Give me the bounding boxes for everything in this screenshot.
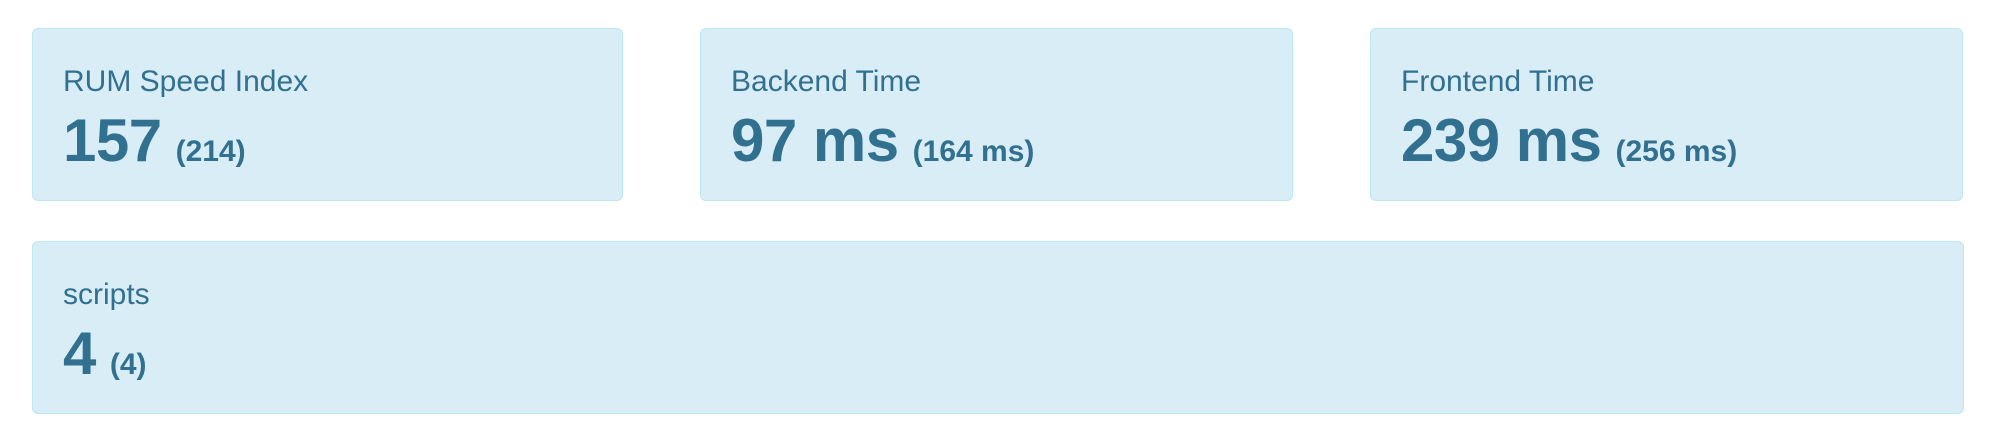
metric-reference-value: (256 ms) [1615,135,1738,168]
metric-label: Frontend Time [1401,65,1595,98]
metric-card-scripts: scripts 4 (4) [32,241,1964,414]
metric-value-row: 239 ms (256 ms) [1401,109,1737,189]
metric-card-rum-speed-index: RUM Speed Index 157 (214) [32,28,623,201]
metric-value: 97 ms [731,107,899,174]
metric-label: RUM Speed Index [63,65,309,98]
metric-value-row: 97 ms (164 ms) [731,109,1034,189]
metric-value-row: 157 (214) [63,109,246,189]
metric-reference-value: (4) [109,348,147,381]
metric-card-frontend-time: Frontend Time 239 ms (256 ms) [1370,28,1963,201]
metric-value: 239 ms [1401,107,1602,174]
metric-label: Backend Time [731,65,922,98]
metric-value: 4 [63,320,96,387]
metric-reference-value: (164 ms) [912,135,1035,168]
metric-card-backend-time: Backend Time 97 ms (164 ms) [700,28,1293,201]
metric-reference-value: (214) [175,135,246,168]
metric-value: 157 [63,107,162,174]
metric-label: scripts [63,278,150,311]
metric-value-row: 4 (4) [63,322,147,402]
